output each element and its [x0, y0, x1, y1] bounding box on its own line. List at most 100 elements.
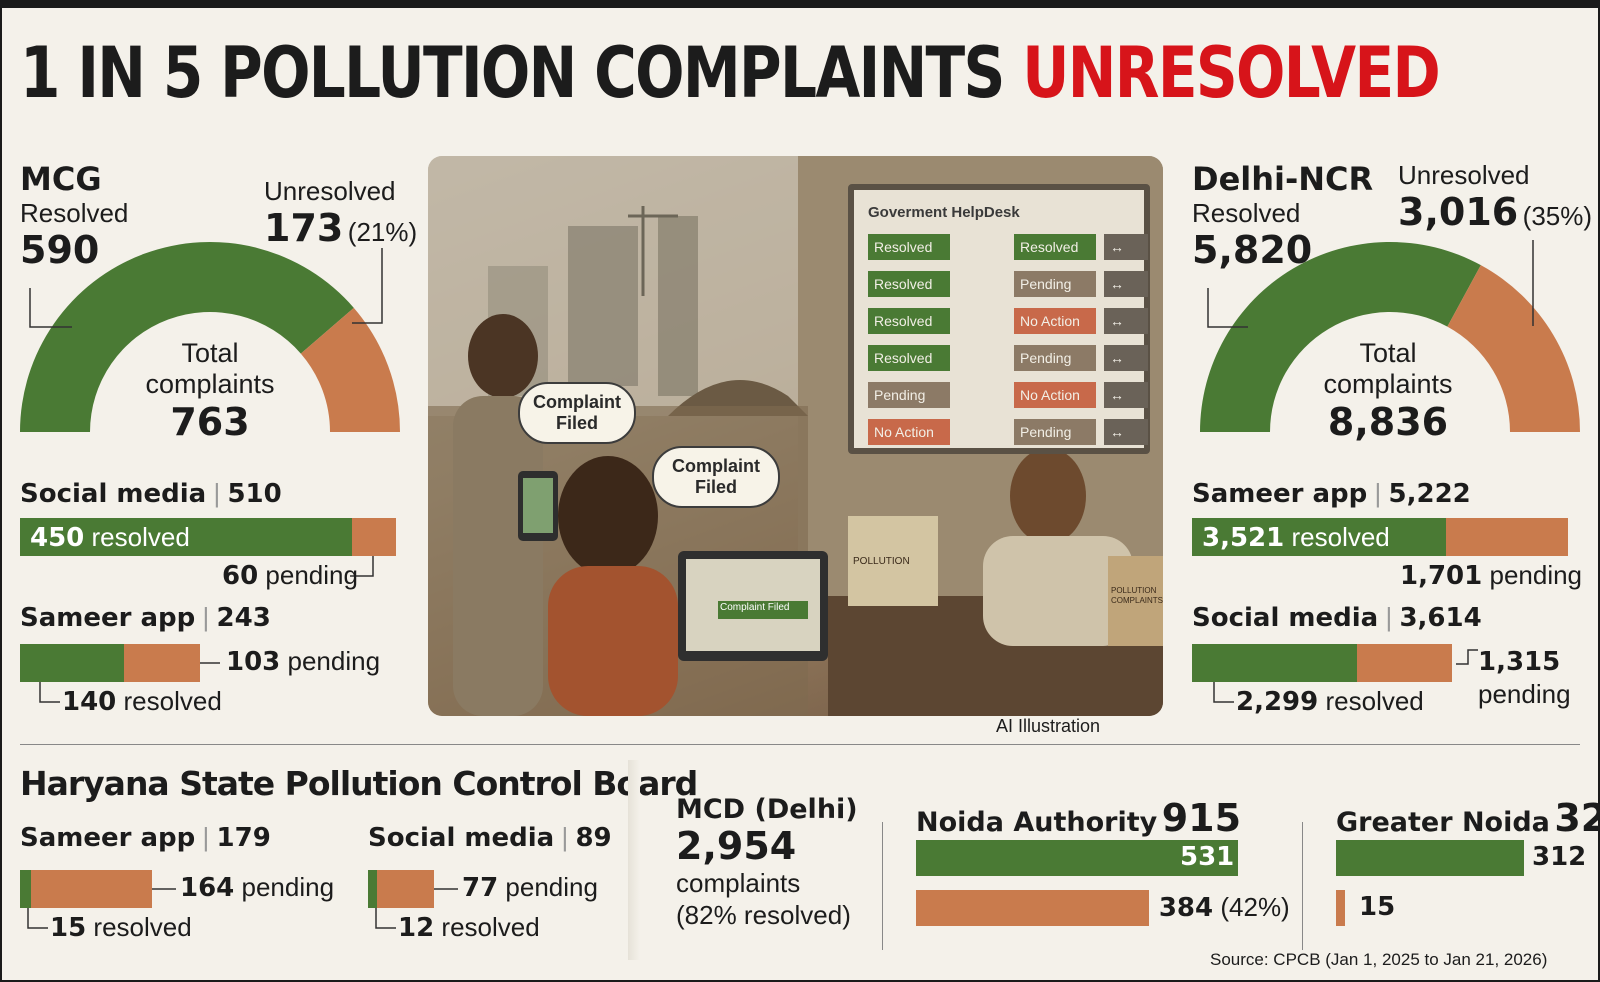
mcg-total-value: 763	[170, 400, 250, 444]
helpdesk-status-pill: Pending	[1014, 345, 1096, 371]
helpdesk-row: Resolved Resolved ↔	[864, 234, 1154, 262]
delhi-gauge	[1200, 240, 1580, 432]
mcg-sameer-total: 243	[216, 603, 271, 633]
helpdesk-title: Goverment HelpDesk	[868, 204, 1020, 221]
delhi-social-pending-leader	[1456, 649, 1478, 665]
delhi-unresolved-value: 3,016	[1398, 190, 1519, 234]
helpdesk-status-pill: Resolved	[868, 308, 950, 334]
helpdesk-status-pill: Pending	[868, 382, 950, 408]
delhi-total-label-2: complaints	[1323, 369, 1453, 399]
mcg-social-total: 510	[227, 479, 282, 509]
helpdesk-action-icon: ↔	[1104, 382, 1148, 408]
helpdesk-action-icon: ↔	[1104, 308, 1148, 334]
delhi-social-resolved-num: 2,299	[1236, 687, 1319, 717]
noida-unresolved-bar	[916, 890, 1149, 926]
delhi-sameer-pending-text: 1,701 pending	[1400, 560, 1582, 591]
delhi-sameer-pending-num: 1,701	[1400, 561, 1483, 591]
noida-unresolved-pct: (42%)	[1220, 892, 1290, 922]
mcg-sameer-pending-word: pending	[287, 646, 381, 676]
mcg-total-block: Total complaints 763	[110, 338, 310, 444]
delhi-sameer-resolved-word: resolved	[1291, 522, 1390, 552]
mcg-sameer-resolved-bar	[20, 644, 124, 682]
delhi-sameer-pending-bar	[1445, 518, 1568, 556]
delhi-unresolved: 3,016 (35%)	[1398, 190, 1592, 234]
laptop-screen-text: Complaint Filed	[720, 602, 790, 613]
mcg-sameer-pending-num: 103	[226, 647, 281, 677]
delhi-total-label-1: Total	[1359, 338, 1417, 368]
haryana-social-resolved-text: 12 resolved	[398, 912, 540, 943]
haryana-social-pending-word: pending	[505, 872, 598, 902]
mcg-resolved-value: 590	[20, 228, 100, 272]
helpdesk-action-icon: ↔	[1104, 234, 1148, 260]
mcg-sameer-resolved-word: resolved	[123, 686, 222, 716]
source-note: Source: CPCB (Jan 1, 2025 to Jan 21, 202…	[1210, 950, 1548, 969]
mcg-gauge-resolved-arc	[20, 241, 354, 432]
haryana-social-sep: |	[561, 822, 569, 852]
mcg-social-pending-leader	[350, 556, 374, 577]
delhi-name: Delhi-NCR	[1192, 160, 1374, 198]
delhi-social-resolved-leader	[1213, 682, 1234, 703]
haryana-sameer-pending-leader	[152, 888, 176, 890]
mcg-sameer-resolved-text: 140 resolved	[62, 686, 222, 717]
helpdesk-status-pill: Resolved	[1014, 234, 1096, 260]
speech-bubble-1: Complaint Filed	[518, 382, 636, 444]
noida-unresolved-text: 384 (42%)	[1159, 892, 1290, 923]
delhi-total-block: Total complaints 8,836	[1288, 338, 1488, 444]
mcg-sameer-resolved-leader	[39, 682, 60, 703]
mcg-sameer-heading: Sameer app | 243	[20, 602, 271, 633]
mcg-sameer-resolved-num: 140	[62, 687, 117, 717]
haryana-social-heading: Social media | 89	[368, 822, 612, 853]
mcg-total-label-1: Total	[181, 338, 239, 368]
haryana-panel-shadow	[628, 760, 640, 960]
delhi-social-resolved-text: 2,299 resolved	[1236, 686, 1424, 717]
mcg-resolved-leader	[29, 288, 72, 328]
delhi-sameer-resolved-num: 3,521	[1202, 523, 1285, 553]
noida-unresolved-value: 384	[1158, 893, 1214, 923]
haryana-social-label: Social media	[368, 823, 555, 853]
haryana-sameer-heading: Sameer app | 179	[20, 822, 271, 853]
mcg-social-label: Social media	[20, 479, 207, 509]
delhi-unresolved-pct: (35%)	[1522, 201, 1593, 231]
mcg-social-resolved-text: 450 resolved	[30, 522, 190, 553]
helpdesk-row: Resolved Pending ↔	[864, 345, 1154, 373]
mcd-total: 2,954	[676, 824, 797, 868]
delhi-social-total: 3,614	[1399, 603, 1482, 633]
headline-red: UNRESOLVED	[1022, 32, 1440, 114]
mcg-sameer-pending-text: 103 pending	[226, 646, 380, 677]
delhi-social-pending-word: pending	[1478, 679, 1571, 709]
mcg-sameer-pending-bar	[123, 644, 200, 682]
delhi-social-resolved-bar	[1192, 644, 1358, 682]
ai-illustration: Goverment HelpDesk Resolved Resolved ↔ Reso…	[428, 156, 1163, 716]
haryana-sameer-pending-text: 164 pending	[180, 872, 334, 903]
haryana-sameer-total: 179	[216, 823, 271, 853]
divider-mcd-noida	[882, 822, 883, 950]
haryana-sameer-pending-bar	[31, 870, 152, 908]
headline-main: 1 IN 5 POLLUTION COMPLAINTS	[20, 32, 1005, 114]
mcd-name: MCD (Delhi)	[676, 794, 858, 825]
noida-resolved-bar	[916, 840, 1238, 876]
mcg-social-heading: Social media | 510	[20, 478, 282, 509]
delhi-resolved-value: 5,820	[1192, 228, 1313, 272]
noida-resolved-value: 531	[1180, 842, 1235, 872]
mcg-unresolved-leader	[352, 248, 383, 324]
helpdesk-status-pill: Pending	[1014, 419, 1096, 445]
mcg-total-label-2: complaints	[145, 369, 275, 399]
divider-noida-greater	[1302, 822, 1303, 950]
delhi-social-pending-bar	[1357, 644, 1452, 682]
haryana-social-resolved-leader	[375, 908, 396, 929]
helpdesk-status-pill: Resolved	[868, 345, 950, 371]
mcg-social-pending-num: 60	[222, 561, 259, 591]
mcg-social-pending-word: pending	[265, 560, 358, 590]
delhi-social-heading: Social media | 3,614	[1192, 602, 1482, 633]
haryana-sameer-label: Sameer app	[20, 823, 196, 853]
delhi-sameer-pending-word: pending	[1489, 560, 1583, 590]
haryana-sameer-pending-word: pending	[241, 872, 335, 902]
haryana-sameer-resolved-bar	[20, 870, 32, 908]
noida-heading: Noida Authority 915	[916, 796, 1241, 840]
haryana-social-total: 89	[575, 823, 612, 853]
mcg-unresolved-value: 173	[264, 206, 344, 250]
delhi-resolved-leader	[1207, 288, 1248, 328]
mcg-social-pending-bar	[351, 518, 396, 556]
greater-noida-resolved-bar	[1336, 840, 1524, 876]
greater-noida-unresolved-bar	[1336, 890, 1346, 926]
